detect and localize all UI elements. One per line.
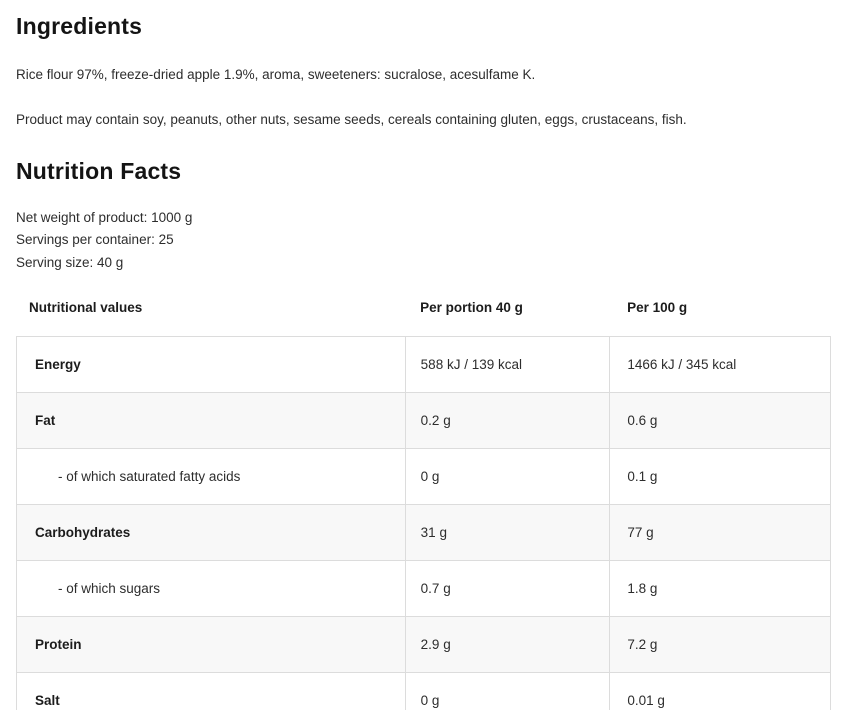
table-row-carbohydrates: Carbohydrates 31 g 77 g: [16, 504, 831, 562]
ingredients-composition-text: Rice flour 97%, freeze-dried apple 1.9%,…: [16, 67, 536, 83]
nutrient-label: Protein: [16, 616, 406, 674]
header-nutritional-values: Nutritional values: [29, 300, 143, 316]
nutrient-label: Energy: [16, 336, 406, 394]
nutrition-table-header: Nutritional values Per portion 40 g Per …: [16, 300, 831, 315]
per-100-value: 1.8 g: [609, 560, 831, 618]
per-100-value: 7.2 g: [609, 616, 831, 674]
nutrient-label: Carbohydrates: [16, 504, 406, 562]
ingredients-title: Ingredients: [16, 13, 143, 39]
serving-info-block: Net weight of product: 1000 g Servings p…: [16, 207, 831, 275]
header-per-100: Per 100 g: [627, 300, 688, 316]
ingredients-allergens-text: Product may contain soy, peanuts, other …: [16, 111, 687, 127]
table-row-sugars: - of which sugars 0.7 g 1.8 g: [16, 560, 831, 618]
nutrient-label: Fat: [16, 392, 406, 450]
nutrition-table: Energy 588 kJ / 139 kcal 1466 kJ / 345 k…: [16, 336, 831, 710]
nutrient-label: - of which saturated fatty acids: [16, 448, 406, 506]
serving-size-line: Serving size: 40 g: [16, 254, 124, 270]
per-portion-value: 31 g: [404, 504, 611, 562]
per-100-value: 77 g: [609, 504, 831, 562]
table-row-energy: Energy 588 kJ / 139 kcal 1466 kJ / 345 k…: [16, 336, 831, 394]
table-row-saturated-fatty-acids: - of which saturated fatty acids 0 g 0.1…: [16, 448, 831, 506]
nutrient-label: Salt: [16, 672, 406, 710]
per-100-value: 0.1 g: [609, 448, 831, 506]
per-portion-value: 0.2 g: [404, 392, 611, 450]
nutrition-facts-title: Nutrition Facts: [16, 157, 182, 184]
header-per-portion: Per portion 40 g: [420, 300, 523, 316]
per-100-value: 0.01 g: [609, 672, 831, 710]
per-100-value: 0.6 g: [609, 392, 831, 450]
table-row-protein: Protein 2.9 g 7.2 g: [16, 616, 831, 674]
servings-per-container-line: Servings per container: 25: [16, 232, 174, 248]
table-row-salt: Salt 0 g 0.01 g: [16, 672, 831, 710]
per-portion-value: 588 kJ / 139 kcal: [404, 336, 611, 394]
per-100-value: 1466 kJ / 345 kcal: [609, 336, 831, 394]
per-portion-value: 0 g: [404, 672, 611, 710]
nutrient-label: - of which sugars: [16, 560, 406, 618]
per-portion-value: 0 g: [404, 448, 611, 506]
table-row-fat: Fat 0.2 g 0.6 g: [16, 392, 831, 450]
net-weight-line: Net weight of product: 1000 g: [16, 209, 193, 225]
product-info-content: Ingredients Rice flour 97%, freeze-dried…: [16, 13, 831, 710]
per-portion-value: 0.7 g: [404, 560, 611, 618]
per-portion-value: 2.9 g: [404, 616, 611, 674]
